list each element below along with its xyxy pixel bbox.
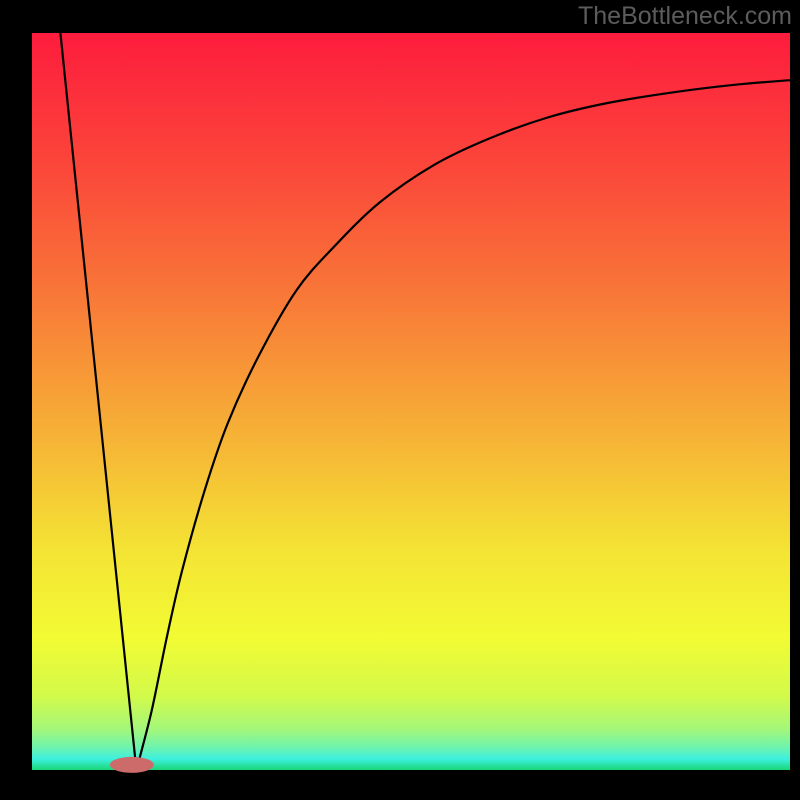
plot-background xyxy=(30,33,790,770)
chart-svg xyxy=(0,0,800,800)
watermark-text: TheBottleneck.com xyxy=(578,2,792,31)
minimum-marker xyxy=(110,757,154,773)
plot-left-stripe xyxy=(30,33,32,770)
chart-container: TheBottleneck.com xyxy=(0,0,800,800)
